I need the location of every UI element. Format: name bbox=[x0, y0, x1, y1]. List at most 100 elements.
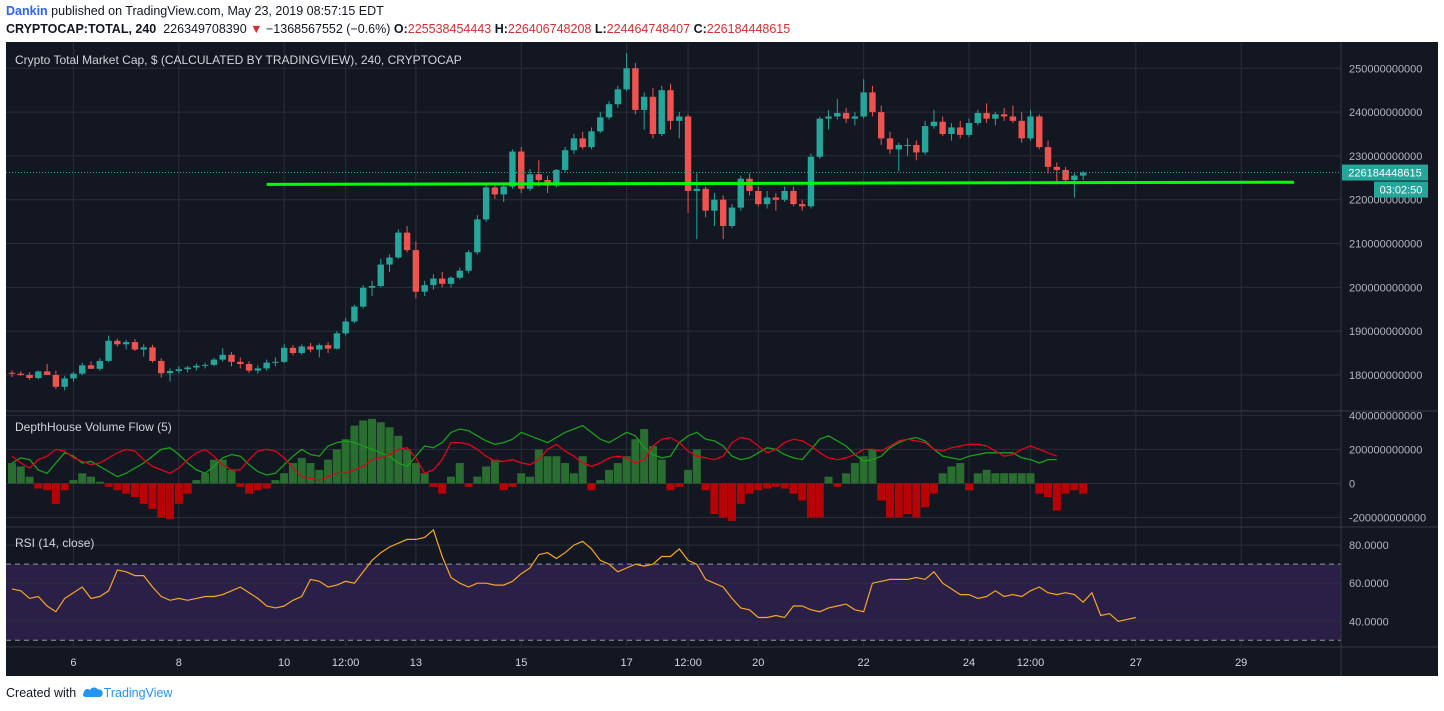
flow-bar-positive bbox=[631, 439, 640, 484]
candle-up bbox=[597, 117, 604, 132]
y-tick-label: 60.0000 bbox=[1349, 578, 1389, 590]
candle-up bbox=[658, 90, 665, 134]
candle-up bbox=[421, 285, 428, 292]
close-value: 226184448615 bbox=[706, 22, 791, 36]
flow-bar-positive bbox=[69, 480, 78, 484]
candle-up bbox=[825, 116, 832, 119]
flow-bar-negative bbox=[771, 483, 780, 487]
flow-bar-negative bbox=[262, 483, 271, 489]
candle-up bbox=[360, 287, 367, 307]
candle-up bbox=[860, 92, 867, 117]
candle-up bbox=[219, 354, 226, 360]
flow-bar-negative bbox=[965, 483, 974, 491]
candle-up bbox=[834, 112, 841, 117]
tradingview-brand[interactable]: TradingView bbox=[103, 686, 173, 700]
candle-up bbox=[61, 378, 68, 387]
candle-up bbox=[904, 144, 911, 146]
flow-bar-positive bbox=[1026, 473, 1035, 484]
candle-up bbox=[948, 127, 955, 134]
flow-bar-positive bbox=[8, 463, 16, 484]
y-tick-label: 180000000000 bbox=[1349, 370, 1422, 382]
y-tick-label: 240000000000 bbox=[1349, 107, 1422, 119]
candle-down bbox=[1018, 120, 1025, 139]
candle-down bbox=[790, 190, 797, 205]
flow-bar-negative bbox=[903, 483, 912, 515]
candle-up bbox=[342, 321, 349, 334]
candle-down bbox=[842, 112, 850, 119]
flow-bar-negative bbox=[148, 483, 157, 509]
candle-up bbox=[588, 131, 595, 148]
flow-bar-negative bbox=[43, 483, 52, 491]
flow-bar-negative bbox=[727, 483, 736, 521]
candle-up bbox=[921, 126, 929, 153]
candle-up bbox=[1027, 116, 1034, 139]
low-value: 224464748407 bbox=[606, 22, 691, 36]
flow-bar-negative bbox=[113, 483, 122, 491]
flow-bar-positive bbox=[95, 481, 104, 484]
flow-bar-positive bbox=[192, 480, 201, 484]
close-label: C: bbox=[693, 22, 707, 36]
flow-bar-negative bbox=[1035, 483, 1044, 494]
y-tick-label: 230000000000 bbox=[1349, 151, 1422, 163]
candle-up bbox=[509, 151, 516, 187]
candle-up bbox=[430, 278, 437, 286]
y-tick-label: 190000000000 bbox=[1349, 326, 1422, 338]
flow-bar-negative bbox=[166, 483, 175, 520]
flow-bar-negative bbox=[789, 483, 798, 494]
candle-down bbox=[307, 346, 314, 350]
candle-up bbox=[70, 373, 77, 379]
flow-bar-positive bbox=[420, 473, 429, 484]
flow-bar-positive bbox=[490, 459, 499, 484]
symbol-label: CRYPTOCAP:TOTAL, 240 bbox=[6, 22, 157, 36]
candle-down bbox=[518, 151, 525, 189]
flow-bar-positive bbox=[938, 473, 947, 484]
x-tick-label: 12:00 bbox=[332, 657, 360, 669]
candle-down bbox=[412, 250, 420, 292]
flow-bar-negative bbox=[745, 483, 754, 494]
x-tick-label: 8 bbox=[176, 657, 182, 669]
candle-up bbox=[96, 360, 103, 369]
flow-bar-positive bbox=[613, 463, 622, 484]
candle-up bbox=[930, 121, 938, 127]
candle-up bbox=[447, 277, 455, 284]
flow-bar-negative bbox=[806, 483, 815, 518]
candle-down bbox=[1000, 114, 1008, 117]
flow-bar-positive bbox=[569, 473, 578, 484]
candle-up bbox=[280, 347, 288, 362]
y-tick-label: 250000000000 bbox=[1349, 63, 1422, 75]
candle-down bbox=[772, 197, 780, 200]
flow-bar-positive bbox=[341, 439, 350, 484]
candle-down bbox=[26, 374, 33, 379]
flow-bar-positive bbox=[824, 476, 833, 484]
flow-bar-positive bbox=[209, 459, 218, 484]
flow-bar-positive bbox=[692, 449, 701, 484]
candle-up bbox=[965, 123, 973, 135]
flow-bar-positive bbox=[359, 420, 368, 484]
candle-down bbox=[1009, 116, 1017, 121]
candle-up bbox=[140, 347, 147, 350]
x-tick-label: 22 bbox=[858, 657, 870, 669]
chart-svg[interactable]: 6 8 10 12:00 13 15 17 12:00 20 22 24 12:00 27 29 18000… bbox=[6, 42, 1438, 676]
created-with-label: Created with bbox=[6, 686, 77, 700]
candle-up bbox=[676, 116, 683, 121]
x-tick-label: 13 bbox=[410, 657, 422, 669]
candle-up bbox=[122, 342, 130, 345]
flow-bar-positive bbox=[473, 476, 482, 484]
flow-bar-negative bbox=[1052, 483, 1061, 511]
flow-bar-negative bbox=[877, 483, 886, 501]
change-value: −1368567552 (−0.6%) bbox=[266, 22, 391, 36]
candle-down bbox=[886, 138, 894, 150]
flow-bar-positive bbox=[455, 463, 464, 484]
flow-bar-positive bbox=[657, 459, 666, 484]
flow-bar-positive bbox=[526, 476, 535, 484]
flow-bar-positive bbox=[517, 473, 526, 484]
candle-up bbox=[254, 368, 262, 371]
candle-down bbox=[17, 373, 24, 375]
x-tick-label: 24 bbox=[963, 657, 975, 669]
chart-area[interactable]: 6 8 10 12:00 13 15 17 12:00 20 22 24 12:00 27 29 18000… bbox=[6, 42, 1438, 676]
flow-bar-positive bbox=[622, 456, 631, 484]
candle-up bbox=[570, 138, 578, 151]
candle-up bbox=[623, 68, 630, 90]
author-link[interactable]: Dankin bbox=[6, 4, 48, 18]
candle-up bbox=[351, 306, 358, 322]
